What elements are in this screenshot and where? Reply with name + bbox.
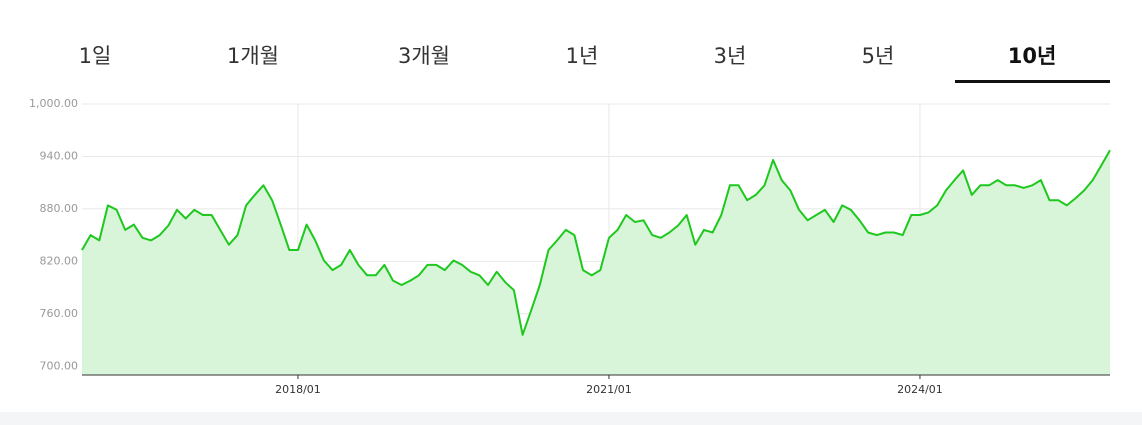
tab[interactable]: 1년	[565, 44, 599, 68]
price-line	[81, 149, 1111, 336]
x-tick-label: 2018/01	[275, 383, 321, 396]
active-tab-underline	[955, 80, 1110, 83]
period-tabs: 1일 1개월 3개월 1년 3년 5년 10년	[0, 0, 1142, 90]
tab[interactable]: 3개월	[397, 44, 451, 68]
tab[interactable]: 1일	[78, 44, 112, 68]
y-tick-label: 820.00	[40, 254, 79, 267]
tab[interactable]: 10년	[1007, 44, 1057, 68]
chart: 700.00 760.00 820.00 880.00 940.00 1,000.00 20…	[29, 97, 1111, 396]
y-tick-label: 880.00	[40, 202, 79, 215]
area	[82, 150, 1110, 375]
y-tick-label: 760.00	[40, 307, 79, 320]
y-tick-label: 940.00	[40, 149, 79, 162]
tab[interactable]: 1개월	[226, 44, 280, 68]
x-tick-label: 2021/01	[586, 383, 632, 396]
x-tick-label: 2024/01	[897, 383, 943, 396]
y-tick-label: 1,000.00	[29, 97, 78, 110]
tab[interactable]: 3년	[713, 44, 747, 68]
y-tick-label: 700.00	[40, 359, 79, 372]
footer-band	[0, 412, 1142, 425]
tab[interactable]: 5년	[861, 44, 895, 68]
